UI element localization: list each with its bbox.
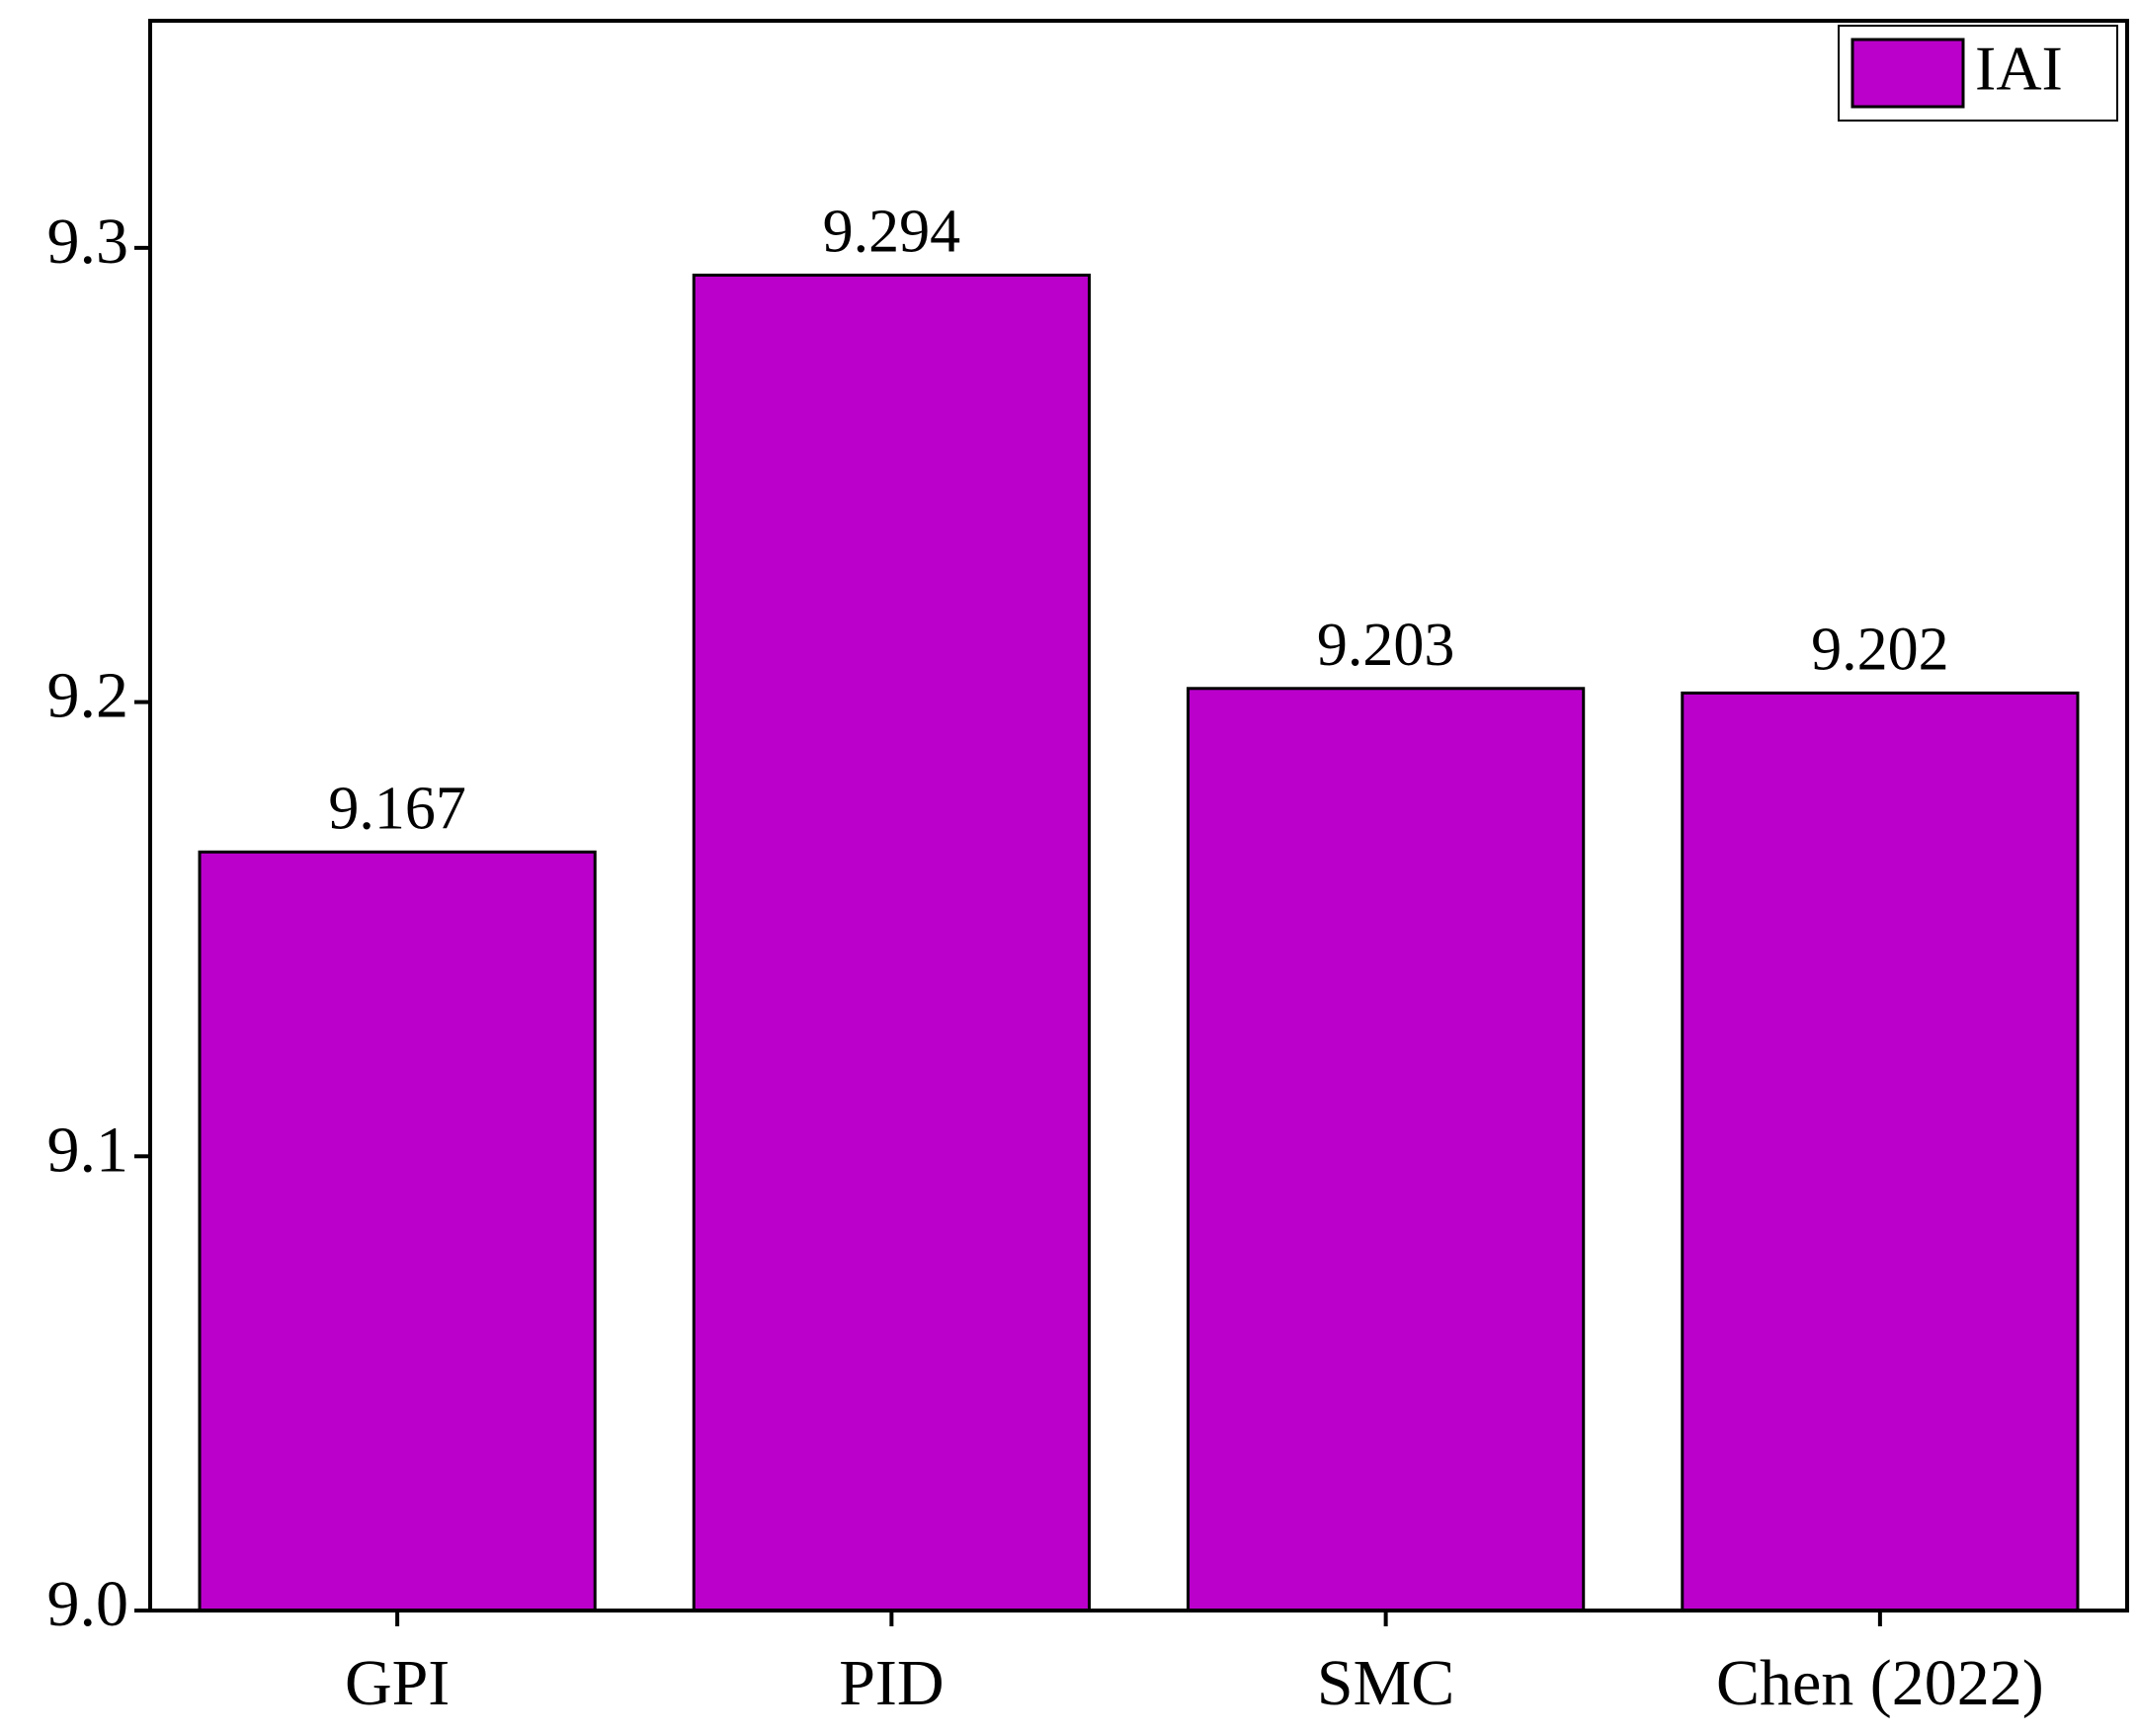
bar [1187, 687, 1586, 1612]
value-label: 9.294 [823, 199, 961, 266]
plot-frame [148, 19, 2129, 1612]
y-tick-label: 9.2 [47, 660, 129, 732]
legend-label: IAI [1975, 34, 2063, 104]
x-tick-label: SMC [1317, 1647, 1454, 1719]
x-tick-label: Chen (2022) [1716, 1647, 2044, 1719]
bar [198, 850, 597, 1612]
legend-swatch [1850, 38, 1965, 109]
y-tick-label: 9.0 [47, 1568, 129, 1640]
y-tick-label: 9.1 [47, 1114, 129, 1186]
bar [1681, 691, 2080, 1612]
x-tick-label: PID [839, 1647, 944, 1719]
x-tick-label: GPI [345, 1647, 450, 1719]
value-label: 9.203 [1317, 612, 1455, 679]
y-tick-label: 9.3 [47, 206, 129, 278]
bar [692, 273, 1091, 1612]
value-label: 9.167 [328, 776, 466, 843]
value-label: 9.202 [1811, 617, 1949, 684]
